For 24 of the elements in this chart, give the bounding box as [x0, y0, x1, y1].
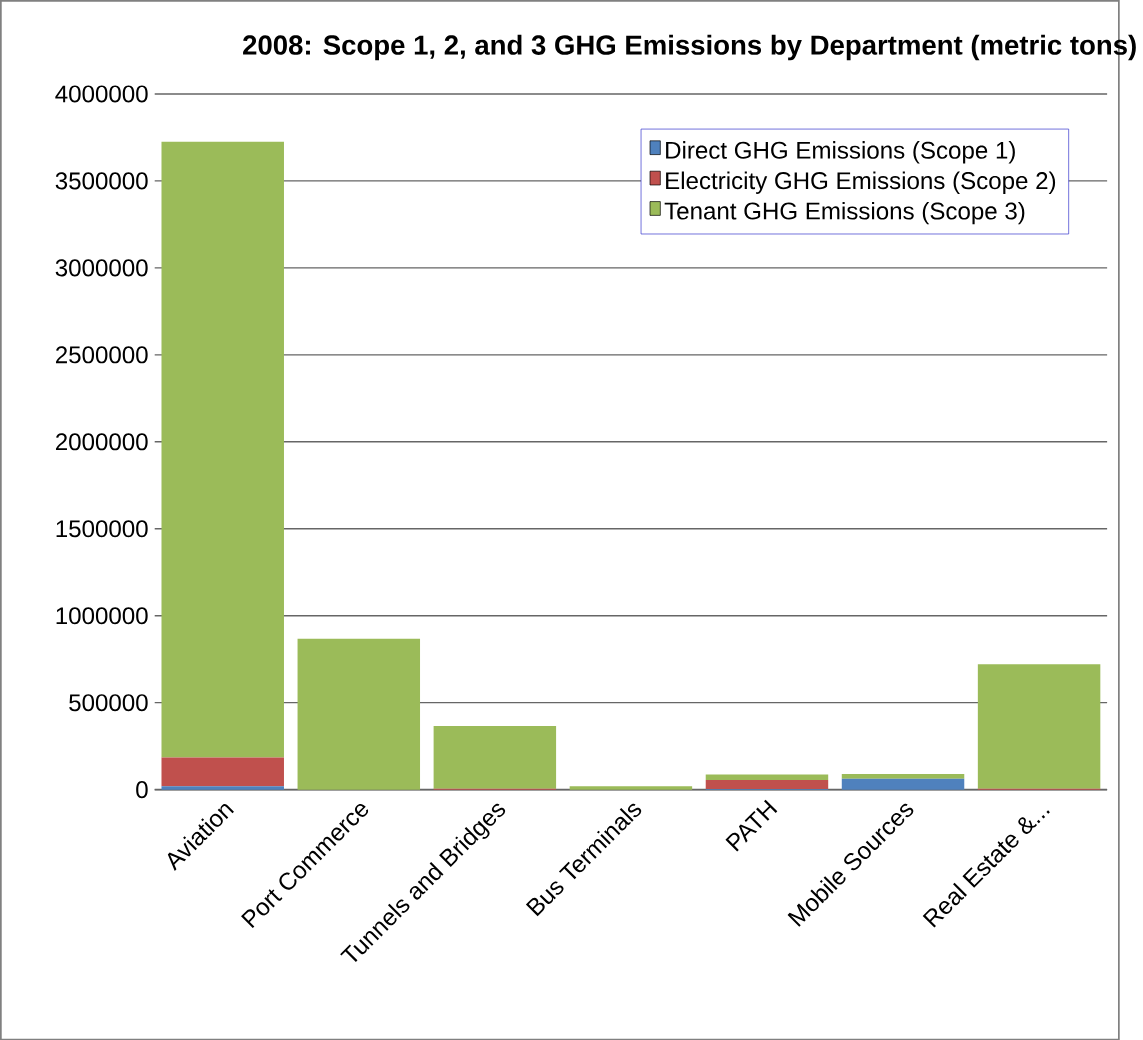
legend-label: Tenant GHG Emissions (Scope 3) [664, 201, 1025, 225]
y-tick-label: 3500000 [55, 172, 148, 190]
y-tick-label: 500000 [69, 693, 148, 712]
bar [977, 664, 1101, 789]
bar [705, 779, 829, 789]
y-tick-label: 4000000 [55, 85, 148, 103]
y-tick-label: 1000000 [56, 606, 148, 625]
bar [297, 638, 421, 790]
y-tick-label: 2500000 [55, 346, 148, 364]
legend-label: Direct GHG Emissions (Scope 1) [666, 140, 1015, 164]
bar [433, 725, 557, 789]
y-tick-label: 1500000 [56, 520, 148, 538]
bar [841, 773, 965, 779]
y-tick-label: 3000000 [55, 259, 148, 277]
bar [705, 774, 829, 780]
bar [161, 785, 284, 790]
bar [161, 757, 284, 786]
y-tick-label: 0 [136, 780, 148, 799]
y-tick-label: 2000000 [55, 433, 148, 451]
bar [569, 785, 693, 790]
legend-label: Electricity GHG Emissions (Scope 2) [666, 171, 1056, 194]
chart-title: 2008: Scope 1, 2, and 3 GHG Emissions by Department (metric tons) [243, 34, 1136, 61]
bar [161, 141, 284, 758]
bar [841, 778, 965, 790]
